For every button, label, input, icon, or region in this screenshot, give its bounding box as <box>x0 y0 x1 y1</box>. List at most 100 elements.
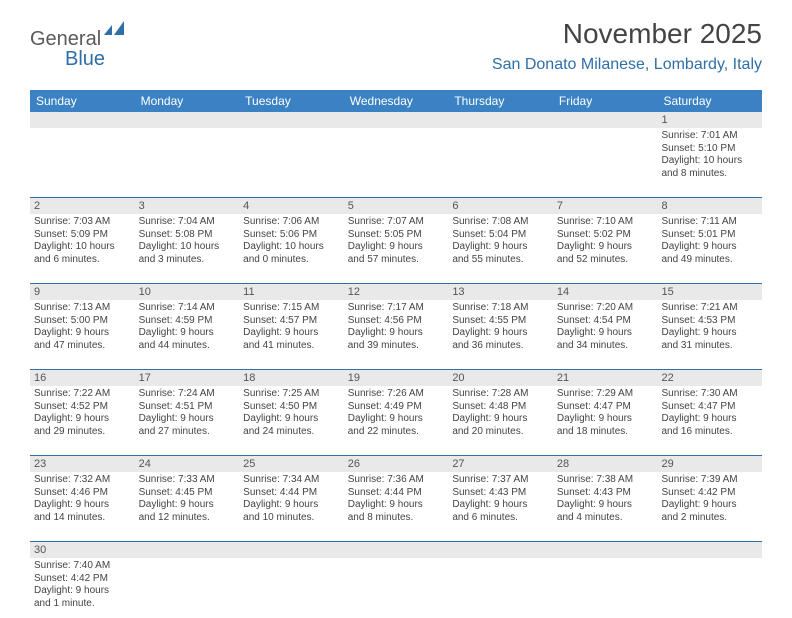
calendar-cell: Sunrise: 7:40 AMSunset: 4:42 PMDaylight:… <box>30 558 135 618</box>
calendar-cell: Sunrise: 7:13 AMSunset: 5:00 PMDaylight:… <box>30 300 135 370</box>
cell-line: Sunset: 4:42 PM <box>661 487 758 500</box>
calendar-cell: Sunrise: 7:07 AMSunset: 5:05 PMDaylight:… <box>344 214 449 284</box>
cell-line: Sunset: 4:43 PM <box>452 487 549 500</box>
cell-line: Sunset: 5:04 PM <box>452 229 549 242</box>
day-number <box>553 542 658 558</box>
cell-line: Daylight: 9 hours <box>348 413 445 426</box>
cell-line: and 20 minutes. <box>452 426 549 439</box>
logo: General Blue <box>30 28 126 51</box>
calendar-cell: Sunrise: 7:37 AMSunset: 4:43 PMDaylight:… <box>448 472 553 542</box>
cell-line: and 14 minutes. <box>34 512 131 525</box>
cell-line: and 57 minutes. <box>348 254 445 267</box>
week-row: Sunrise: 7:03 AMSunset: 5:09 PMDaylight:… <box>30 214 762 284</box>
cell-line: and 0 minutes. <box>243 254 340 267</box>
calendar-cell: Sunrise: 7:34 AMSunset: 4:44 PMDaylight:… <box>239 472 344 542</box>
day-number: 10 <box>135 284 240 300</box>
cell-line: and 41 minutes. <box>243 340 340 353</box>
day-number: 26 <box>344 456 449 472</box>
calendar-cell: Sunrise: 7:04 AMSunset: 5:08 PMDaylight:… <box>135 214 240 284</box>
cell-line: Sunrise: 7:25 AM <box>243 388 340 401</box>
calendar-cell: Sunrise: 7:06 AMSunset: 5:06 PMDaylight:… <box>239 214 344 284</box>
cell-line: Daylight: 9 hours <box>452 327 549 340</box>
calendar-cell: Sunrise: 7:01 AMSunset: 5:10 PMDaylight:… <box>657 128 762 198</box>
cell-line: Sunset: 4:54 PM <box>557 315 654 328</box>
calendar-cell <box>239 558 344 618</box>
cell-line: and 10 minutes. <box>243 512 340 525</box>
cell-line: Sunset: 5:06 PM <box>243 229 340 242</box>
day-number: 18 <box>239 370 344 386</box>
day-number: 14 <box>553 284 658 300</box>
day-number: 6 <box>448 198 553 214</box>
day-number-row: 2345678 <box>30 198 762 214</box>
cell-line: Sunrise: 7:37 AM <box>452 474 549 487</box>
week-row: Sunrise: 7:32 AMSunset: 4:46 PMDaylight:… <box>30 472 762 542</box>
day-number-row: 23242526272829 <box>30 456 762 472</box>
calendar-cell <box>657 558 762 618</box>
day-number: 30 <box>30 542 135 558</box>
day-number <box>135 542 240 558</box>
cell-line: Sunset: 4:52 PM <box>34 401 131 414</box>
cell-line: and 27 minutes. <box>139 426 236 439</box>
calendar-cell <box>553 128 658 198</box>
day-header: Monday <box>135 90 240 112</box>
cell-line: and 34 minutes. <box>557 340 654 353</box>
cell-line: Sunset: 4:45 PM <box>139 487 236 500</box>
cell-line: and 18 minutes. <box>557 426 654 439</box>
cell-line: Daylight: 10 hours <box>139 241 236 254</box>
calendar-cell: Sunrise: 7:14 AMSunset: 4:59 PMDaylight:… <box>135 300 240 370</box>
calendar-cell <box>30 128 135 198</box>
day-number <box>30 112 135 128</box>
calendar-cell: Sunrise: 7:22 AMSunset: 4:52 PMDaylight:… <box>30 386 135 456</box>
cell-line: Sunrise: 7:20 AM <box>557 302 654 315</box>
cell-line: Daylight: 9 hours <box>661 499 758 512</box>
cell-line: Sunset: 4:57 PM <box>243 315 340 328</box>
day-number <box>657 542 762 558</box>
logo-text-blue: Blue <box>65 48 105 71</box>
cell-line: and 6 minutes. <box>452 512 549 525</box>
day-number: 29 <box>657 456 762 472</box>
cell-line: Daylight: 9 hours <box>34 585 131 598</box>
day-number: 19 <box>344 370 449 386</box>
cell-line: Daylight: 9 hours <box>243 413 340 426</box>
cell-line: Sunrise: 7:07 AM <box>348 216 445 229</box>
cell-line: Sunset: 4:48 PM <box>452 401 549 414</box>
cell-line: and 52 minutes. <box>557 254 654 267</box>
day-number: 15 <box>657 284 762 300</box>
day-number-row: 16171819202122 <box>30 370 762 386</box>
cell-line: Daylight: 9 hours <box>139 499 236 512</box>
cell-line: Sunrise: 7:13 AM <box>34 302 131 315</box>
logo-sails-icon <box>104 21 126 42</box>
cell-line: Daylight: 10 hours <box>661 155 758 168</box>
cell-line: Sunset: 4:59 PM <box>139 315 236 328</box>
cell-line: Sunset: 4:47 PM <box>557 401 654 414</box>
cell-line: Sunset: 4:43 PM <box>557 487 654 500</box>
day-header: Sunday <box>30 90 135 112</box>
cell-line: Sunrise: 7:34 AM <box>243 474 340 487</box>
cell-line: Sunrise: 7:38 AM <box>557 474 654 487</box>
day-header: Friday <box>553 90 658 112</box>
cell-line: Sunrise: 7:33 AM <box>139 474 236 487</box>
calendar-cell <box>553 558 658 618</box>
cell-line: Daylight: 9 hours <box>661 241 758 254</box>
calendar-cell <box>135 558 240 618</box>
calendar-cell: Sunrise: 7:25 AMSunset: 4:50 PMDaylight:… <box>239 386 344 456</box>
calendar-cell: Sunrise: 7:03 AMSunset: 5:09 PMDaylight:… <box>30 214 135 284</box>
week-row: Sunrise: 7:13 AMSunset: 5:00 PMDaylight:… <box>30 300 762 370</box>
day-number-row: 30 <box>30 542 762 558</box>
cell-line: and 4 minutes. <box>557 512 654 525</box>
cell-line: Daylight: 9 hours <box>557 413 654 426</box>
cell-line: Sunrise: 7:10 AM <box>557 216 654 229</box>
cell-line: Sunset: 4:55 PM <box>452 315 549 328</box>
page-title: November 2025 <box>30 18 762 50</box>
page-subtitle: San Donato Milanese, Lombardy, Italy <box>30 56 762 74</box>
calendar-cell: Sunrise: 7:36 AMSunset: 4:44 PMDaylight:… <box>344 472 449 542</box>
day-number <box>448 542 553 558</box>
cell-line: Daylight: 9 hours <box>348 499 445 512</box>
day-number <box>239 542 344 558</box>
day-number: 17 <box>135 370 240 386</box>
cell-line: Sunset: 4:49 PM <box>348 401 445 414</box>
cell-line: Sunrise: 7:21 AM <box>661 302 758 315</box>
cell-line: Daylight: 9 hours <box>661 413 758 426</box>
calendar: Sunday Monday Tuesday Wednesday Thursday… <box>30 90 762 618</box>
cell-line: Sunrise: 7:29 AM <box>557 388 654 401</box>
